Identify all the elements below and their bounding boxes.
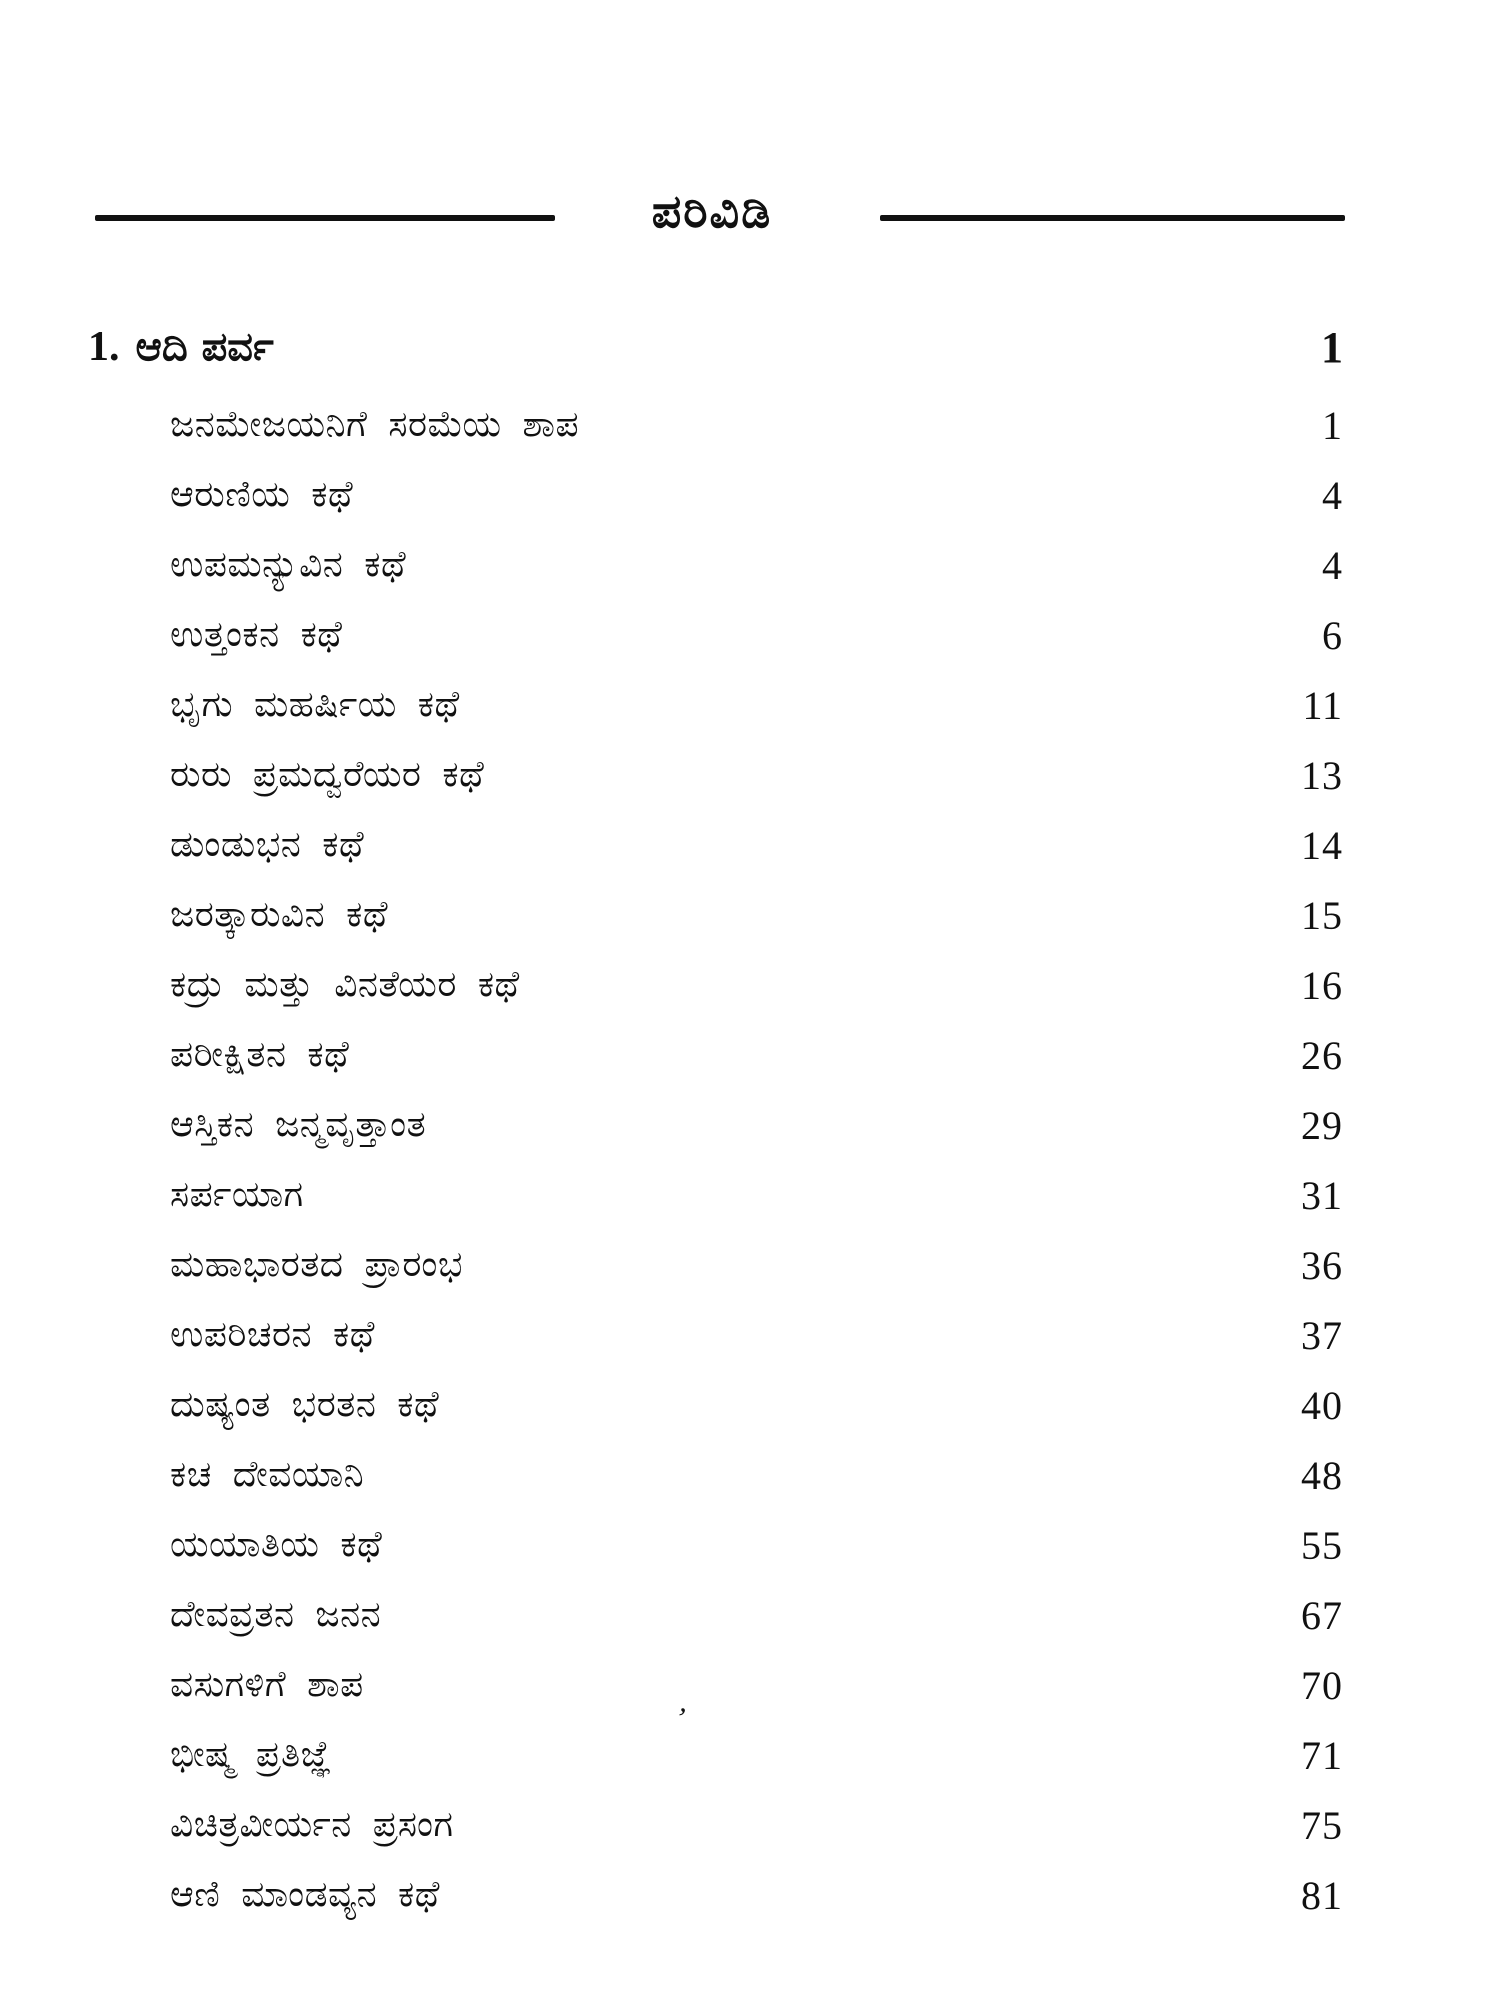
toc-entry-label: ರುರು ಪ್ರಮದ್ವರೆಯರ ಕಥೆ <box>170 754 485 795</box>
toc-entry-label: ಉಪರಿಚರನ ಕಥೆ <box>170 1314 375 1355</box>
toc-entry-label: ಸರ್ಪಯಾಗ <box>170 1174 304 1215</box>
toc-entry-row: ಉತ್ತಂಕನ ಕಥೆ 6 <box>170 600 1343 670</box>
toc-entry-page: 4 <box>1322 472 1343 518</box>
toc-entry-row: ದುಷ್ಯಂತ ಭರತನ ಕಥೆ 40 <box>170 1370 1343 1440</box>
toc-entry-row: ಕದ್ರು ಮತ್ತು ವಿನತೆಯರ ಕಥೆ 16 <box>170 950 1343 1020</box>
chapter-heading-row: 1. ಆದಿ ಪರ್ವ 1 <box>88 310 1343 384</box>
toc-entry-page: 37 <box>1301 1312 1343 1358</box>
chapter-title: ಆದಿ ಪರ್ವ <box>135 324 274 370</box>
toc-entry-row: ದೇವವ್ರತನ ಜನನ 67 <box>170 1580 1343 1650</box>
toc-entry-row: ಆಸ್ತಿಕನ ಜನ್ಮವೃತ್ತಾಂತ 29 <box>170 1090 1343 1160</box>
toc-entry-row: ಯಯಾತಿಯ ಕಥೆ 55 <box>170 1510 1343 1580</box>
toc-entry-label: ಭೀಷ್ಮ ಪ್ರತಿಜ್ಞೆ <box>170 1734 332 1775</box>
toc-entry-label: ಆರುಣಿಯ ಕಥೆ <box>170 474 354 515</box>
toc-entry-row: ಆಣಿ ಮಾಂಡವ್ಯನ ಕಥೆ 81 <box>170 1860 1343 1930</box>
toc-entry-row: ಉಪರಿಚರನ ಕಥೆ 37 <box>170 1300 1343 1370</box>
toc-entry-row: ವಸುಗಳಿಗೆ ಶಾಪ 70 <box>170 1650 1343 1720</box>
toc-entry-label: ಕದ್ರು ಮತ್ತು ವಿನತೆಯರ ಕಥೆ <box>170 964 520 1005</box>
chapter-heading: 1. ಆದಿ ಪರ್ವ <box>88 323 274 371</box>
title-rule-right <box>880 215 1345 221</box>
toc-entry-row: ಪರೀಕ್ಷಿತನ ಕಥೆ 26 <box>170 1020 1343 1090</box>
toc-entry-page: 16 <box>1301 962 1343 1008</box>
toc-entry-row: ಸರ್ಪಯಾಗ 31 <box>170 1160 1343 1230</box>
toc-entry-page: 40 <box>1301 1382 1343 1428</box>
toc-entry-page: 81 <box>1301 1872 1343 1918</box>
toc-entry-label: ಜನಮೇಜಯನಿಗೆ ಸರಮೆಯ ಶಾಪ <box>170 404 580 445</box>
toc-entry-row: ಮಹಾಭಾರತದ ಪ್ರಾರಂಭ 36 <box>170 1230 1343 1300</box>
toc-entry-label: ದೇವವ್ರತನ ಜನನ <box>170 1594 382 1635</box>
toc-entry-page: 13 <box>1301 752 1343 798</box>
toc-entry-row: ಕಚ ದೇವಯಾನಿ 48 <box>170 1440 1343 1510</box>
chapter-number: 1. <box>88 324 120 370</box>
toc-entry-page: 1 <box>1322 402 1343 448</box>
toc-entry-label: ವಸುಗಳಿಗೆ ಶಾಪ <box>170 1664 364 1705</box>
toc-entry-page: 31 <box>1301 1172 1343 1218</box>
toc-entry-page: 36 <box>1301 1242 1343 1288</box>
toc-entry-label: ಪರೀಕ್ಷಿತನ ಕಥೆ <box>170 1034 350 1075</box>
toc-entry-label: ದುಷ್ಯಂತ ಭರತನ ಕಥೆ <box>170 1384 440 1425</box>
toc-entry-page: 48 <box>1301 1452 1343 1498</box>
toc-entry-row: ಜರತ್ಕಾರುವಿನ ಕಥೆ 15 <box>170 880 1343 950</box>
toc-entry-page: 55 <box>1301 1522 1343 1568</box>
toc-entry-page: 67 <box>1301 1592 1343 1638</box>
toc-entry-row: ಡುಂಡುಭನ ಕಥೆ 14 <box>170 810 1343 880</box>
title-rule-left <box>95 215 555 221</box>
toc-entry-label: ಭೃಗು ಮಹರ್ಷಿಯ ಕಥೆ <box>170 684 460 725</box>
toc-entry-row: ಆರುಣಿಯ ಕಥೆ 4 <box>170 460 1343 530</box>
toc-entry-row: ಉಪಮನ್ಯುವಿನ ಕಥೆ 4 <box>170 530 1343 600</box>
toc-entry-page: 11 <box>1302 682 1343 728</box>
toc-entry-row: ವಿಚಿತ್ರವೀರ್ಯನ ಪ್ರಸಂಗ 75 <box>170 1790 1343 1860</box>
toc-entry-label: ಆಣಿ ಮಾಂಡವ್ಯನ ಕಥೆ <box>170 1874 440 1915</box>
toc-entry-label: ಡುಂಡುಭನ ಕಥೆ <box>170 824 365 865</box>
toc-entry-label: ಉಪಮನ್ಯುವಿನ ಕಥೆ <box>170 544 407 585</box>
toc-entry-label: ಆಸ್ತಿಕನ ಜನ್ಮವೃತ್ತಾಂತ <box>170 1104 427 1145</box>
toc-entry-label: ಕಚ ದೇವಯಾನಿ <box>170 1454 365 1495</box>
page-title: ಪರಿವಿಡಿ <box>651 184 773 238</box>
toc-entry-label: ಉತ್ತಂಕನ ಕಥೆ <box>170 614 343 655</box>
toc-entry-page: 70 <box>1301 1662 1343 1708</box>
toc-entry-page: 4 <box>1322 542 1343 588</box>
toc-entry-page: 26 <box>1301 1032 1343 1078</box>
toc-list: ಜನಮೇಜಯನಿಗೆ ಸರಮೆಯ ಶಾಪ 1 ಆರುಣಿಯ ಕಥೆ 4 ಉಪಮನ… <box>170 390 1343 1930</box>
toc-entry-page: 14 <box>1301 822 1343 868</box>
toc-entry-row: ರುರು ಪ್ರಮದ್ವರೆಯರ ಕಥೆ 13 <box>170 740 1343 810</box>
toc-entry-page: 29 <box>1301 1102 1343 1148</box>
toc-entry-label: ವಿಚಿತ್ರವೀರ್ಯನ ಪ್ರಸಂಗ <box>170 1804 454 1845</box>
toc-entry-page: 71 <box>1301 1732 1343 1778</box>
toc-entry-label: ಜರತ್ಕಾರುವಿನ ಕಥೆ <box>170 894 389 935</box>
chapter-page-number: 1 <box>1321 322 1343 372</box>
toc-entry-label: ಮಹಾಭಾರತದ ಪ್ರಾರಂಭ <box>170 1244 463 1285</box>
toc-entry-label: ಯಯಾತಿಯ ಕಥೆ <box>170 1524 383 1565</box>
toc-entry-page: 75 <box>1301 1802 1343 1848</box>
toc-entry-page: 15 <box>1301 892 1343 938</box>
toc-entry-row: ಜನಮೇಜಯನಿಗೆ ಸರಮೆಯ ಶಾಪ 1 <box>170 390 1343 460</box>
toc-entry-page: 6 <box>1322 612 1343 658</box>
toc-entry-row: ಭೀಷ್ಮ ಪ್ರತಿಜ್ಞೆ 71 <box>170 1720 1343 1790</box>
toc-entry-row: ಭೃಗು ಮಹರ್ಷಿಯ ಕಥೆ 11 <box>170 670 1343 740</box>
